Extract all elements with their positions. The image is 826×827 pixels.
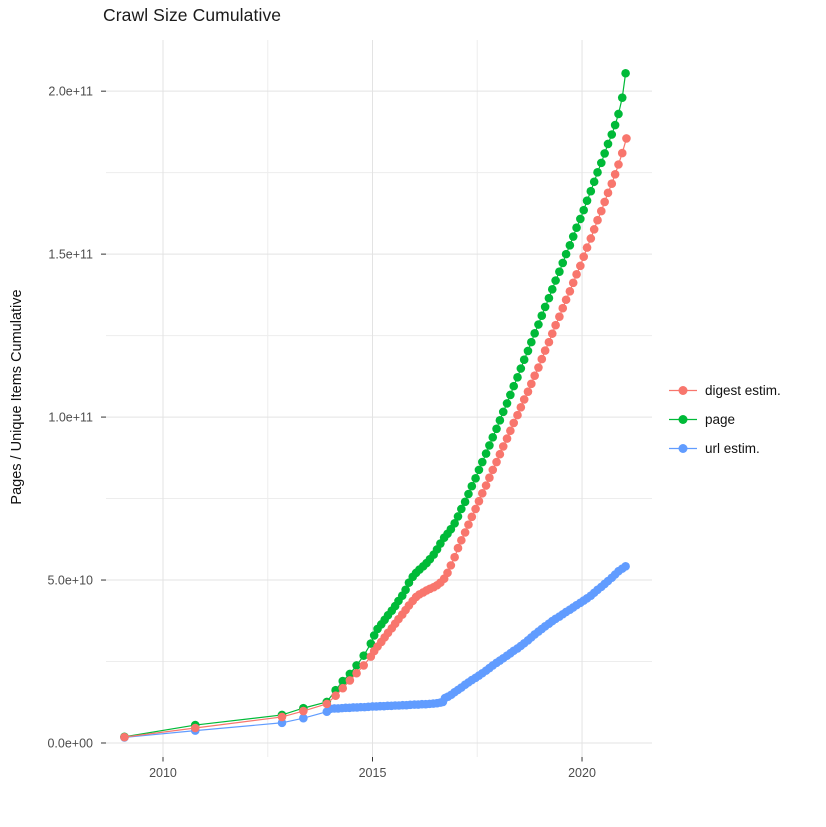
x-tick-label: 2010 — [149, 766, 177, 780]
legend-item-url-estim: url estim. — [668, 438, 781, 459]
legend-label: page — [705, 412, 736, 427]
legend-key-page-icon — [669, 415, 697, 424]
y-tick-labels: 0.0e+00 5.0e+10 1.0e+11 1.5e+11 2.0e+11 — [47, 84, 93, 750]
legend: digest estim. page url estim. — [668, 380, 781, 459]
x-tick-labels: 2010 2015 2020 — [149, 766, 596, 780]
y-tick-label: 5.0e+10 — [47, 573, 93, 587]
axis-ticks — [101, 90, 583, 762]
legend-item-page: page — [668, 409, 781, 430]
y-tick-label: 0.0e+00 — [47, 736, 93, 750]
major-gridlines — [106, 40, 652, 757]
y-tick-label: 1.0e+11 — [48, 410, 93, 424]
y-tick-label: 2.0e+11 — [48, 84, 93, 98]
y-tick-label: 1.5e+11 — [48, 247, 93, 261]
series-page — [120, 68, 630, 742]
x-tick-label: 2015 — [359, 766, 387, 780]
legend-label: url estim. — [705, 441, 760, 456]
legend-key-digest-estim-icon — [669, 386, 697, 395]
legend-key-url-estim-icon — [669, 444, 697, 453]
minor-gridlines — [106, 40, 652, 757]
data-points-page — [120, 68, 630, 742]
legend-item-digest-estim: digest estim. — [668, 380, 781, 401]
series-digest-estim — [120, 134, 631, 742]
data-points-url-estim — [120, 562, 630, 742]
x-tick-label: 2020 — [568, 766, 596, 780]
series-url-estim — [120, 562, 630, 742]
legend-label: digest estim. — [705, 383, 781, 398]
chart-title: Crawl Size Cumulative — [103, 5, 282, 25]
data-points-digest-estim — [120, 134, 631, 742]
